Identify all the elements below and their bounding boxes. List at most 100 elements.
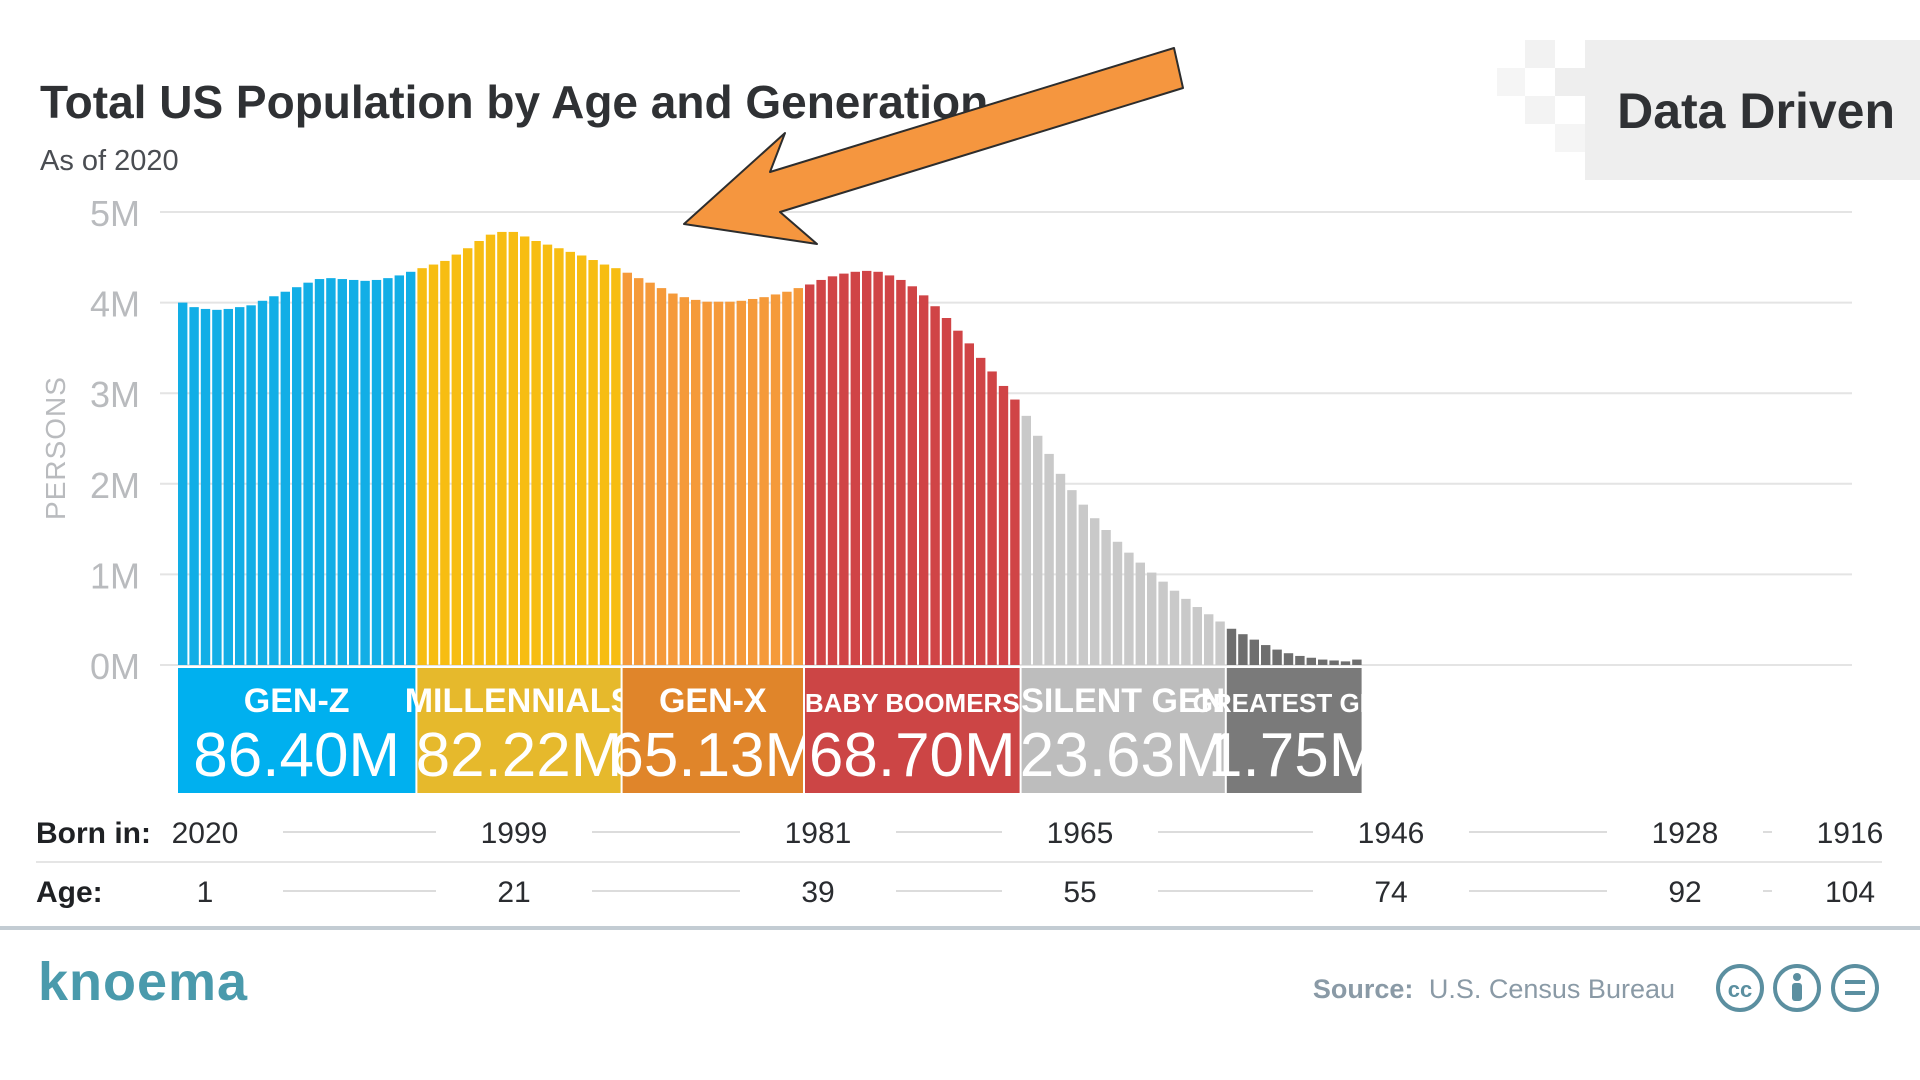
bar-age-35 (565, 251, 575, 665)
bar-age-22 (417, 268, 427, 665)
bar-age-14 (326, 278, 336, 665)
bar-age-26 (463, 248, 473, 666)
bar-age-71 (976, 357, 986, 665)
bar-age-63 (884, 275, 895, 665)
generation-name: SILENT GEN (1021, 682, 1225, 720)
bar-age-77 (1044, 453, 1054, 665)
generation-total: 65.13M (609, 721, 816, 790)
by-attribution-icon[interactable] (1773, 964, 1821, 1012)
generation-total: 1.75M (1208, 721, 1380, 790)
bar-age-16 (349, 279, 359, 665)
bar-age-12 (303, 282, 313, 665)
bar-age-51 (748, 298, 758, 665)
bar-age-87 (1158, 581, 1168, 665)
bar-age-32 (531, 240, 541, 665)
bar-age-45 (679, 297, 689, 665)
bar-age-83 (1112, 541, 1123, 665)
knoema-logo[interactable]: knoema (38, 952, 248, 1012)
bar-age-21 (406, 271, 416, 665)
bar-age-74 (1010, 399, 1020, 665)
bar-age-65 (907, 286, 917, 665)
bar-age-81 (1090, 518, 1100, 665)
cc-icon[interactable]: cc (1716, 964, 1764, 1012)
generation-name: GEN-Z (244, 682, 350, 720)
age-value: 55 (1063, 876, 1096, 909)
bar-age-13 (314, 279, 325, 665)
bar-age-88 (1169, 590, 1180, 665)
bar-age-78 (1055, 473, 1066, 665)
born-year: 1981 (785, 817, 852, 850)
bar-age-73 (998, 385, 1009, 665)
bar-age-66 (919, 295, 929, 665)
bar-age-49 (725, 301, 735, 665)
bar-age-79 (1067, 490, 1077, 665)
bar-age-50 (736, 300, 746, 665)
data-driven-badge: Data Driven (1497, 40, 1920, 180)
generation-band: GEN-X65.13M (609, 668, 816, 793)
bar-age-55 (793, 288, 803, 665)
bar-age-44 (668, 293, 678, 665)
bar-age-5 (223, 308, 233, 665)
generation-band-bg (417, 668, 621, 793)
bar-age-6 (235, 307, 245, 665)
svg-text:cc: cc (1728, 977, 1752, 1002)
badge-pixel (1525, 96, 1555, 124)
bar-age-100 (1306, 657, 1316, 665)
generation-band-bg (805, 668, 1020, 793)
bar-age-9 (269, 296, 279, 665)
born-year: 1965 (1047, 817, 1114, 850)
bar-age-56 (805, 284, 815, 665)
badge-background (1585, 40, 1920, 180)
bar-age-46 (691, 299, 701, 665)
y-tick-label: 1M (90, 555, 140, 596)
bar-age-91 (1204, 614, 1214, 665)
badge-pixel (1555, 68, 1585, 96)
bar-age-92 (1215, 621, 1225, 665)
generation-name: BABY BOOMERS (805, 688, 1020, 718)
bar-age-25 (451, 254, 461, 665)
source-text: Source: U.S. Census Bureau (1313, 974, 1675, 1004)
age-value: 21 (497, 876, 530, 909)
bar-age-104 (1352, 659, 1362, 665)
bar-age-37 (588, 260, 598, 665)
bar-age-97 (1272, 649, 1282, 665)
generation-total: 68.70M (809, 721, 1016, 790)
bar-age-98 (1283, 653, 1294, 665)
bar-age-64 (896, 279, 906, 665)
bar-age-2 (189, 307, 199, 665)
born-age-table: Born in: Age: 2020 1 1999 21 1981 39 1965 55 194… (36, 817, 1883, 909)
generation-total: 82.22M (416, 721, 623, 790)
bar-age-34 (554, 248, 564, 666)
bar-age-53 (770, 294, 781, 665)
generation-total: 23.63M (1020, 721, 1227, 790)
age-value: 1 (197, 876, 214, 909)
y-tick-label: 0M (90, 646, 140, 687)
bar-age-27 (474, 240, 484, 665)
bar-age-19 (383, 278, 393, 665)
bar-age-3 (200, 308, 211, 665)
bar-age-54 (782, 291, 792, 665)
bar-age-1 (178, 302, 188, 665)
generation-name: GEN-X (659, 682, 767, 720)
source-label: Source: (1313, 974, 1414, 1004)
bar-age-24 (440, 260, 450, 665)
bars (178, 231, 1362, 666)
badge-pixel (1497, 68, 1525, 96)
bar-age-86 (1147, 572, 1157, 665)
generation-band: GEN-Z86.40M (178, 668, 416, 793)
bar-age-23 (428, 264, 439, 665)
bar-age-8 (257, 300, 268, 665)
bar-age-69 (953, 330, 963, 665)
y-tick-label: 4M (90, 284, 140, 325)
y-tick-label: 3M (90, 374, 140, 415)
bar-age-102 (1329, 660, 1339, 665)
born-year: 1999 (481, 817, 548, 850)
nd-noderivs-icon[interactable] (1831, 964, 1879, 1012)
bar-age-36 (577, 255, 587, 665)
bar-age-85 (1135, 562, 1145, 665)
bar-age-18 (371, 279, 382, 665)
